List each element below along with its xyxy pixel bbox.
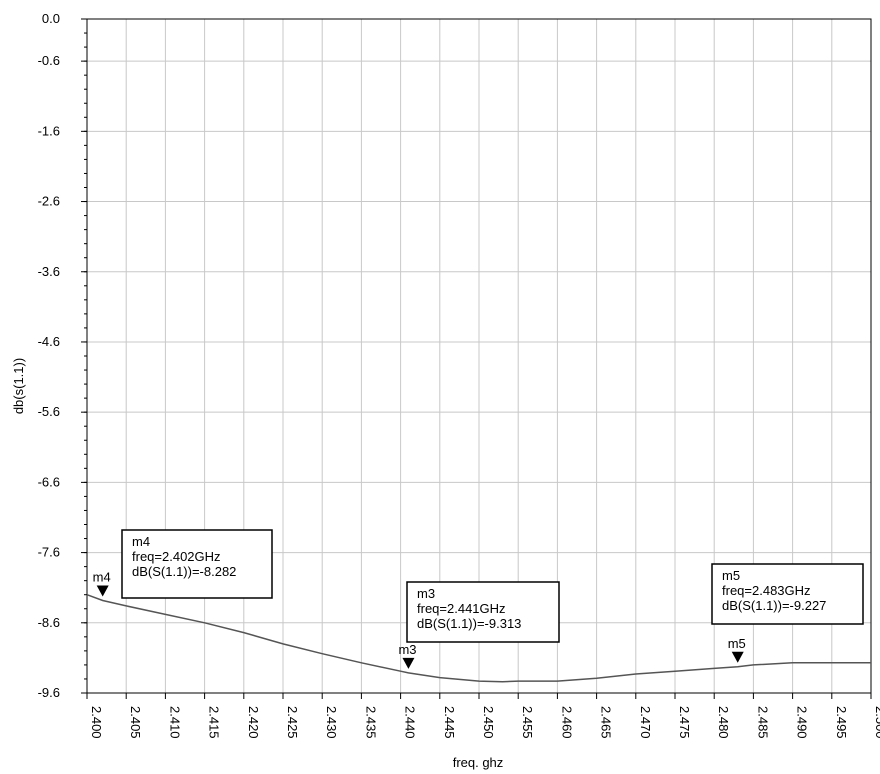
x-tick-label: 2.420	[246, 706, 261, 739]
x-tick-label: 2.455	[520, 706, 535, 739]
marker-triangle-m3	[402, 657, 415, 669]
y-tick-label: -2.6	[38, 194, 60, 209]
x-tick-label: 2.460	[559, 706, 574, 739]
x-tick-label: 2.480	[716, 706, 731, 739]
y-tick-label: -6.6	[38, 474, 60, 489]
marker-label-m5: m5	[728, 636, 746, 651]
x-tick-label: 2.485	[755, 706, 770, 739]
y-axis-ticks: 0.0 -0.6 -1.6 -2.6 -3.6 -4.6 -5.6 -6.6 -7.6 -8.6 -…	[38, 11, 87, 700]
y-axis-title: db(s(1.1))	[11, 358, 26, 414]
marker-info-m4-line: freq=2.402GHz	[132, 549, 221, 564]
series-group	[86, 593, 871, 683]
marker-info-m5-line: dB(S(1.1))=-9.227	[722, 598, 826, 613]
x-tick-label: 2.490	[795, 706, 810, 739]
x-tick-label: 2.470	[638, 706, 653, 739]
marker-label-m4: m4	[93, 569, 111, 584]
x-tick-label: 2.495	[834, 706, 849, 739]
x-tick-label: 2.410	[167, 706, 182, 739]
marker-group: m4m4freq=2.402GHzdB(S(1.1))=-8.282m3m3fr…	[93, 529, 864, 669]
x-tick-label: 2.465	[599, 706, 614, 739]
y-tick-label: -1.6	[38, 123, 60, 138]
marker-info-m3-line: freq=2.441GHz	[417, 601, 506, 616]
x-tick-label: 2.400	[89, 706, 104, 739]
x-axis-title: freq. ghz	[453, 755, 504, 770]
x-axis-ticks: 2.400 2.405 2.410 2.415 2.420 2.425 2.430 2.435…	[86, 693, 880, 739]
marker-info-m3-line: m3	[417, 586, 435, 601]
series-line	[86, 593, 871, 683]
y-tick-label: -0.6	[38, 53, 60, 68]
y-tick-label: -4.6	[38, 334, 60, 349]
x-tick-label: 2.500	[873, 706, 880, 739]
y-tick-label: 0.0	[42, 11, 60, 26]
x-tick-label: 2.450	[481, 706, 496, 739]
marker-info-m5-line: m5	[722, 568, 740, 583]
marker-triangle-m4	[96, 585, 109, 597]
marker-box-m3	[406, 581, 560, 643]
x-tick-label: 2.415	[207, 706, 222, 739]
x-tick-label: 2.430	[324, 706, 339, 739]
marker-label-m3: m3	[398, 642, 416, 657]
x-tick-label: 2.475	[677, 706, 692, 739]
marker-box-m4	[121, 529, 273, 599]
marker-info-m4-line: m4	[132, 534, 150, 549]
x-tick-label: 2.405	[128, 706, 143, 739]
y-tick-label: -7.6	[38, 545, 60, 560]
marker-box-m5	[711, 563, 864, 625]
marker-info-m5-line: freq=2.483GHz	[722, 583, 811, 598]
marker-triangle-m5	[731, 651, 744, 663]
y-tick-label: -5.6	[38, 404, 60, 419]
y-tick-label: -3.6	[38, 264, 60, 279]
y-tick-label: -8.6	[38, 615, 60, 630]
marker-info-m3-line: dB(S(1.1))=-9.313	[417, 616, 521, 631]
x-tick-label: 2.445	[442, 706, 457, 739]
x-tick-label: 2.440	[403, 706, 418, 739]
marker-info-m4-line: dB(S(1.1))=-8.282	[132, 564, 236, 579]
y-tick-label: -9.6	[38, 685, 60, 700]
x-tick-label: 2.425	[285, 706, 300, 739]
x-tick-label: 2.435	[363, 706, 378, 739]
